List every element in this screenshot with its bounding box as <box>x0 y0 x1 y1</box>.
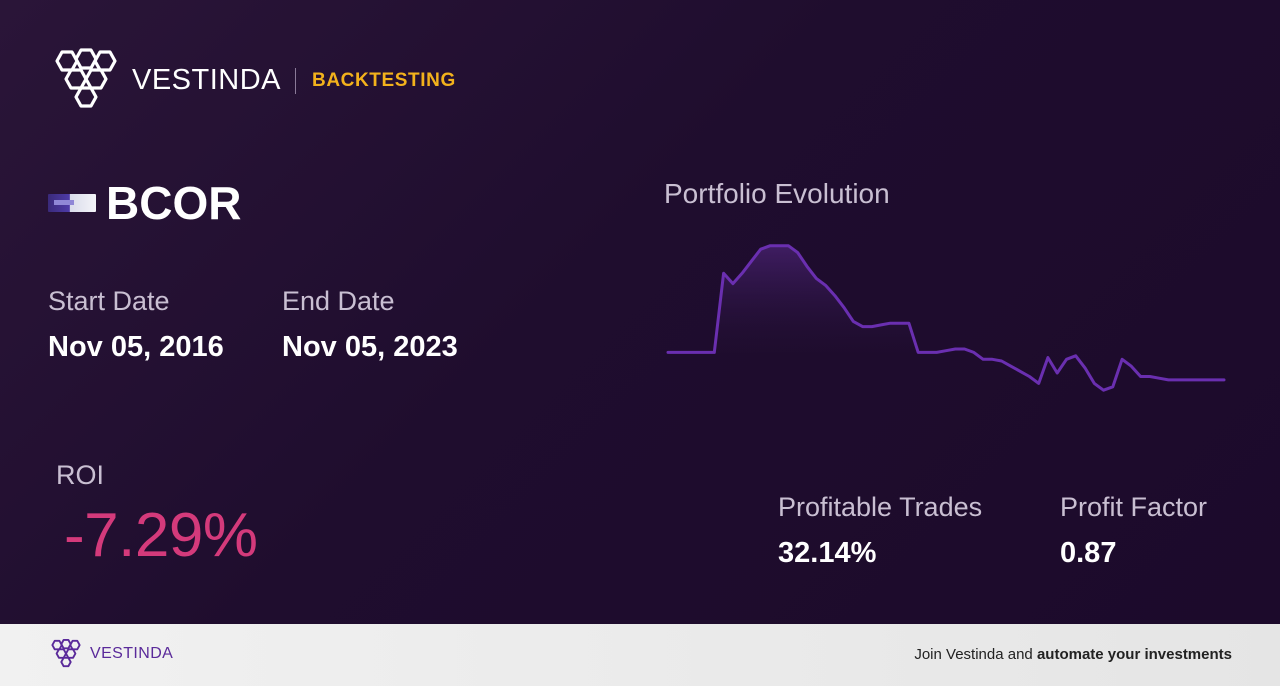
ticker-heading: BCOR <box>48 176 241 230</box>
roi-label: ROI <box>56 460 105 490</box>
portfolio-evolution-chart <box>666 244 1226 392</box>
footer-cta-bold: automate your investments <box>1036 646 1232 663</box>
chart-area-fill <box>668 245 1224 353</box>
profitable-trades-value: 32.14% <box>778 537 877 569</box>
footer-brand-name[interactable]: VESTINDA <box>90 645 174 662</box>
end-date-value: Nov 05, 2023 <box>282 331 458 363</box>
ticker-logo-icon <box>48 194 96 212</box>
footer-vestinda-logo-icon[interactable] <box>48 638 84 670</box>
footer-cta-prefix: Join Vestinda and <box>914 646 1037 663</box>
profit-factor-value: 0.87 <box>1060 537 1117 569</box>
profitable-trades-label: Profitable Trades <box>778 492 983 522</box>
start-date-value: Nov 05, 2016 <box>48 331 224 363</box>
profit-factor-label: Profit Factor <box>1060 492 1208 522</box>
end-date-label: End Date <box>282 286 395 316</box>
chart-title: Portfolio Evolution <box>664 178 890 209</box>
start-date-label: Start Date <box>48 286 170 316</box>
vestinda-logo-icon <box>55 48 117 108</box>
main-panel: VESTINDA BACKTESTING BCOR Start Date Nov… <box>0 0 1280 624</box>
footer-bar: VESTINDA Join Vestinda and automate your… <box>0 624 1280 686</box>
footer-cta-link[interactable]: Join Vestinda and automate your investme… <box>914 646 1232 663</box>
brand-tag: BACKTESTING <box>312 70 456 91</box>
ticker-symbol: BCOR <box>106 177 242 229</box>
brand-header[interactable]: VESTINDA BACKTESTING <box>48 46 455 114</box>
chart-series-line <box>666 244 1226 392</box>
roi-value: -7.29% <box>64 501 258 570</box>
brand-name: VESTINDA <box>132 64 282 96</box>
brand-divider <box>295 68 296 94</box>
